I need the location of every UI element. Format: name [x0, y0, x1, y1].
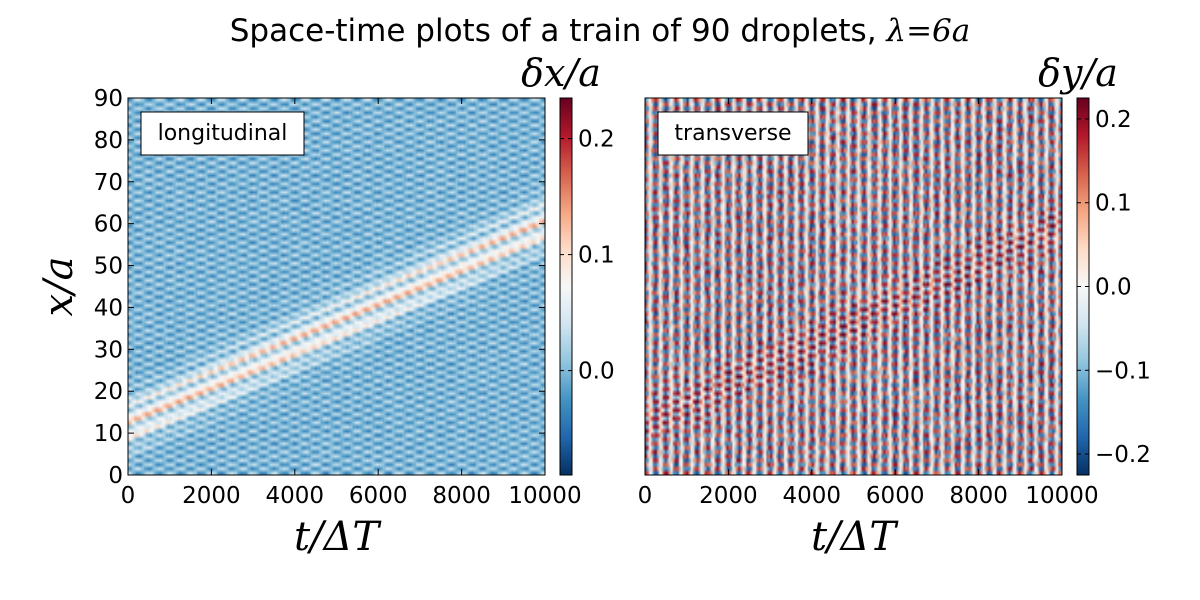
x-tick-label: 4000	[266, 483, 325, 509]
y-tick-label: 70	[94, 170, 123, 196]
x-tick-label: 2000	[182, 483, 241, 509]
x-axis-label: t/ΔT	[294, 514, 382, 560]
colorbar-label: δy/a	[1038, 51, 1118, 95]
y-tick-label: 90	[94, 86, 123, 112]
y-tick-label: 60	[94, 212, 123, 238]
colorbar-tick-label: −0.2	[1095, 442, 1151, 468]
legend-label: transverse	[674, 121, 791, 146]
colorbar-tick-label: 0.2	[578, 127, 615, 153]
colorbar-tick-label: 0.0	[1095, 275, 1132, 301]
y-tick-label: 10	[94, 421, 123, 447]
colorbar	[559, 97, 573, 476]
figure-title-text: Space-time plots of a train of 90 drople…	[230, 13, 887, 49]
colorbar-tick-label: 0.0	[578, 359, 615, 385]
x-tick-label: 2000	[699, 483, 758, 509]
x-tick-label: 6000	[349, 483, 408, 509]
y-tick-label: 50	[94, 254, 123, 280]
y-tick-label: 30	[94, 337, 123, 363]
colorbar-label: δx/a	[521, 51, 601, 95]
x-tick-label: 0	[638, 483, 653, 509]
colorbar-tick-label: 0.1	[1095, 191, 1132, 217]
axes-frame	[644, 97, 1063, 476]
x-tick-label: 6000	[866, 483, 925, 509]
colorbar-tick-label: 0.1	[578, 243, 615, 269]
y-tick-label: 20	[94, 379, 123, 405]
longitudinal-panel: 0 2000 4000 6000 8000 10000 0 10 20 30 40 50 60 70 80 9…	[36, 51, 615, 560]
legend-box	[140, 111, 305, 156]
x-tick-label: 10000	[1025, 483, 1098, 509]
x-tick-label: 10000	[508, 483, 581, 509]
x-tick-label: 4000	[783, 483, 842, 509]
transverse-panel: 0 2000 4000 6000 8000 10000 t/ΔT transverse 0.2 0…	[638, 51, 1151, 560]
x-axis-label: t/ΔT	[811, 514, 899, 560]
x-tick-label: 8000	[949, 483, 1008, 509]
x-tick-label: 0	[121, 483, 136, 509]
y-tick-label: 40	[94, 295, 123, 321]
axes-frame	[127, 97, 546, 476]
legend-label: longitudinal	[158, 121, 288, 146]
y-tick-label: 80	[94, 128, 123, 154]
colorbar-tick-label: 0.2	[1095, 107, 1132, 133]
colorbar-tick-label: −0.1	[1095, 358, 1151, 384]
legend-box	[657, 111, 809, 156]
heatmap-image	[645, 98, 1062, 475]
figure-title: Space-time plots of a train of 90 drople…	[230, 13, 971, 49]
figure-title-math: λ=6a	[884, 13, 970, 49]
heatmap-image	[128, 98, 545, 475]
x-tick-label: 8000	[432, 483, 491, 509]
y-axis-label: x/a	[36, 257, 82, 317]
y-tick-label: 0	[108, 463, 123, 489]
